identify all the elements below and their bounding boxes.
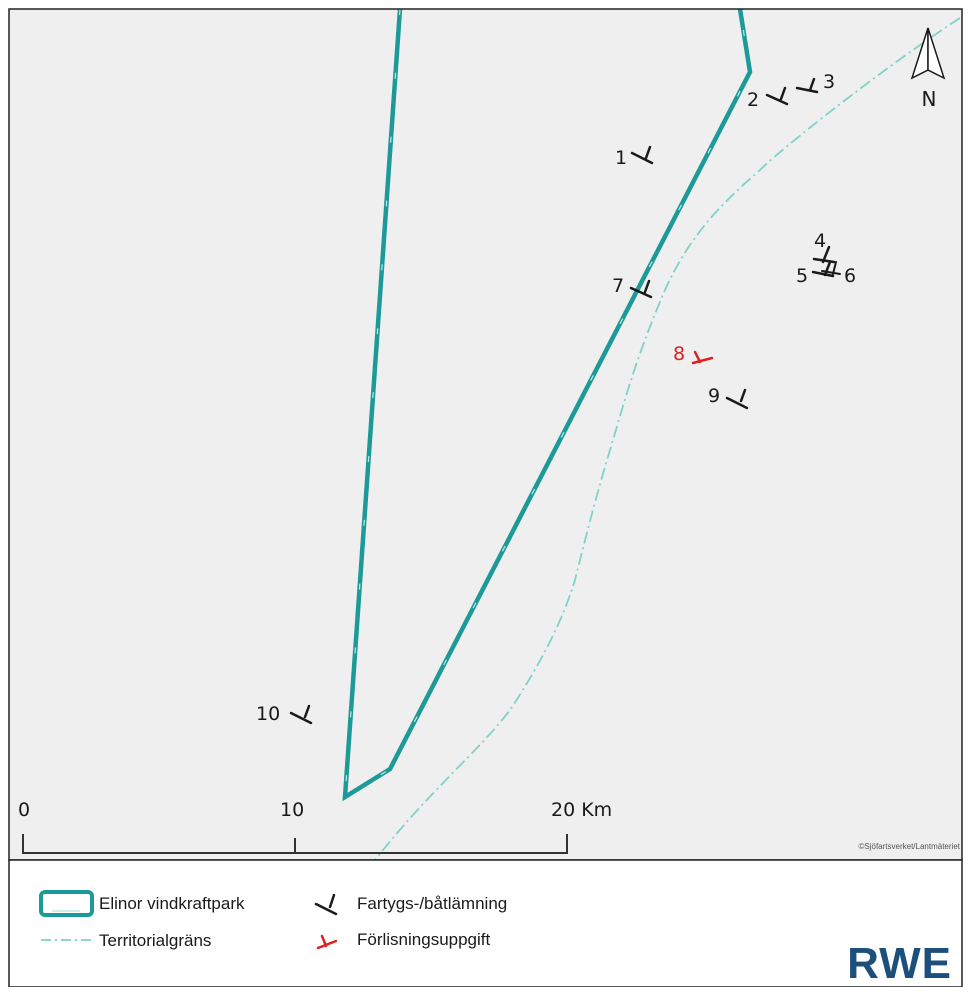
- wreck-label-6: 6: [844, 265, 856, 287]
- wreck-icon: [795, 77, 819, 94]
- legend-wreck-label: Fartygs-/båtlämning: [357, 894, 507, 913]
- scale-bar: 0 10 20 Km: [18, 799, 612, 854]
- wreck-label-2: 2: [747, 89, 759, 111]
- legend-item-border: Territorialgräns: [41, 931, 211, 950]
- wreck-icon: [289, 704, 313, 725]
- wreck-marker-7: 7: [612, 275, 653, 299]
- legend-item-loss: Förlisningsuppgift: [316, 930, 491, 950]
- scale-label-10: 10: [280, 799, 304, 821]
- north-label: N: [922, 87, 937, 111]
- legend-panel: [8, 859, 963, 988]
- wreck-marker-2: 2: [747, 86, 789, 111]
- scale-label-20: 20 Km: [551, 799, 612, 821]
- wreck-label-1: 1: [615, 147, 627, 169]
- wreck-marker-10: 10: [256, 703, 313, 725]
- wreck-marker-8: 8: [673, 343, 714, 365]
- map-area: [9, 9, 962, 860]
- north-arrow-icon: [910, 27, 946, 80]
- wreck-icon: [821, 261, 841, 275]
- loss-legend-icon: [316, 934, 338, 950]
- attribution-text: ©Sjöfartsverket/Lantmäteriet: [859, 842, 961, 851]
- wreck-label-5: 5: [796, 265, 808, 287]
- wreck-label-7: 7: [612, 275, 624, 297]
- wreck-label-9: 9: [708, 385, 720, 407]
- territorial-border-line: [374, 17, 961, 861]
- wreck-marker-1: 1: [615, 145, 654, 169]
- wreck-icon: [629, 279, 653, 299]
- scale-label-0: 0: [18, 799, 30, 821]
- wreck-icon: [725, 388, 749, 410]
- wreck-marker-3: 3: [795, 71, 835, 94]
- wreck-marker-9: 9: [708, 385, 749, 410]
- wreck-marker-5: 5: [796, 260, 835, 287]
- wreck-icon: [811, 260, 835, 278]
- legend-park-label: Elinor vindkraftpark: [99, 894, 245, 913]
- park-legend-icon: [39, 890, 94, 917]
- legend-border-label: Territorialgräns: [99, 931, 211, 950]
- wreck-label-10: 10: [256, 703, 280, 725]
- wreck-label-4: 4: [814, 230, 826, 252]
- wreck-label-3: 3: [823, 71, 835, 93]
- wreck-icon: [765, 86, 789, 106]
- wind-park-outline: [342, 8, 753, 802]
- loss-icon: [691, 350, 714, 365]
- wreck-marker-6: 6: [821, 261, 856, 287]
- legend-loss-label: Förlisningsuppgift: [357, 930, 491, 949]
- wreck-icon: [630, 145, 654, 165]
- legend-item-park: Elinor vindkraftpark: [39, 890, 245, 917]
- legend-item-wreck: Fartygs-/båtlämning: [314, 893, 507, 916]
- wreck-legend-icon: [314, 893, 338, 916]
- wreck-label-8: 8: [673, 343, 685, 365]
- rwe-logo: RWE: [847, 939, 952, 987]
